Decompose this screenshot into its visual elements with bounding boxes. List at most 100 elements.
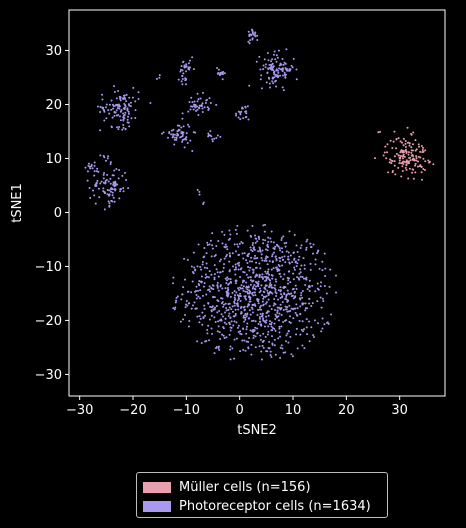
data-point bbox=[234, 308, 237, 311]
data-point bbox=[420, 165, 423, 168]
data-point bbox=[272, 304, 275, 307]
data-point bbox=[149, 102, 152, 104]
data-point bbox=[273, 71, 276, 74]
data-point bbox=[293, 233, 296, 236]
data-point bbox=[254, 346, 257, 349]
legend-label-muller: Müller cells (n=156) bbox=[179, 479, 311, 495]
data-point bbox=[189, 139, 192, 142]
data-point bbox=[96, 179, 99, 182]
data-point bbox=[231, 305, 234, 308]
data-point bbox=[199, 97, 202, 100]
data-point bbox=[216, 286, 219, 289]
data-point bbox=[200, 275, 203, 278]
data-point bbox=[280, 307, 283, 310]
data-point bbox=[99, 182, 102, 185]
data-point bbox=[248, 303, 251, 306]
data-point bbox=[282, 351, 285, 354]
data-point bbox=[403, 160, 406, 163]
data-point bbox=[199, 297, 201, 300]
data-point bbox=[223, 303, 225, 306]
data-point bbox=[194, 106, 197, 109]
data-point bbox=[242, 289, 245, 292]
data-point bbox=[187, 62, 190, 65]
data-point bbox=[235, 232, 238, 235]
y-tick-label: 30 bbox=[45, 44, 62, 59]
data-point bbox=[92, 189, 95, 192]
data-point bbox=[416, 165, 419, 168]
data-point bbox=[277, 49, 280, 52]
data-point bbox=[110, 187, 113, 190]
data-point bbox=[208, 97, 211, 100]
data-point bbox=[205, 252, 208, 255]
data-point bbox=[271, 76, 274, 79]
data-point bbox=[266, 289, 269, 292]
data-point bbox=[335, 291, 338, 294]
data-point bbox=[283, 71, 286, 74]
data-point bbox=[253, 257, 256, 260]
data-point bbox=[176, 130, 179, 133]
data-point bbox=[103, 110, 106, 113]
data-point bbox=[260, 253, 263, 256]
data-point bbox=[245, 112, 248, 115]
data-point bbox=[264, 66, 267, 69]
data-point bbox=[245, 325, 248, 328]
data-point bbox=[320, 306, 323, 309]
data-point bbox=[190, 105, 193, 108]
data-point bbox=[250, 256, 253, 259]
data-point bbox=[245, 115, 248, 118]
data-point bbox=[321, 260, 324, 263]
data-point bbox=[218, 309, 221, 312]
data-point bbox=[261, 312, 264, 315]
data-point bbox=[270, 321, 273, 324]
data-point bbox=[180, 126, 183, 129]
data-point bbox=[262, 297, 265, 300]
data-point bbox=[286, 332, 289, 335]
data-point bbox=[192, 68, 195, 71]
data-point bbox=[283, 255, 286, 258]
data-point bbox=[220, 71, 223, 74]
data-point bbox=[122, 98, 125, 101]
data-point bbox=[212, 288, 215, 291]
data-point bbox=[242, 285, 245, 288]
data-point bbox=[106, 173, 109, 176]
data-point bbox=[273, 287, 276, 290]
data-point bbox=[127, 121, 130, 124]
data-point bbox=[254, 266, 257, 269]
data-point bbox=[255, 60, 258, 63]
data-point bbox=[183, 146, 186, 149]
data-point bbox=[131, 96, 134, 99]
data-point bbox=[172, 276, 175, 279]
data-point bbox=[253, 33, 256, 36]
data-point bbox=[395, 138, 398, 141]
data-point bbox=[299, 268, 302, 271]
data-point bbox=[259, 306, 262, 309]
data-point bbox=[250, 343, 253, 346]
data-point bbox=[184, 77, 187, 80]
data-point bbox=[245, 273, 248, 276]
data-point bbox=[287, 292, 290, 295]
data-point bbox=[197, 113, 200, 116]
data-point bbox=[107, 109, 110, 112]
data-point bbox=[265, 272, 268, 275]
data-point bbox=[256, 274, 259, 277]
data-point bbox=[301, 344, 304, 347]
data-point bbox=[246, 229, 249, 232]
data-point bbox=[235, 321, 238, 324]
data-point bbox=[197, 98, 200, 101]
data-point bbox=[222, 327, 225, 330]
data-point bbox=[400, 175, 403, 178]
data-point bbox=[229, 348, 232, 351]
data-point bbox=[404, 145, 407, 148]
data-point bbox=[295, 327, 298, 330]
data-point bbox=[296, 251, 299, 254]
data-point bbox=[301, 276, 304, 279]
data-point bbox=[414, 162, 417, 165]
data-point bbox=[285, 293, 288, 296]
data-point bbox=[196, 289, 199, 292]
data-point bbox=[234, 312, 237, 315]
data-point bbox=[282, 278, 285, 281]
data-point bbox=[281, 301, 284, 304]
data-point bbox=[295, 333, 298, 336]
data-point bbox=[274, 278, 277, 281]
data-point bbox=[213, 276, 216, 279]
